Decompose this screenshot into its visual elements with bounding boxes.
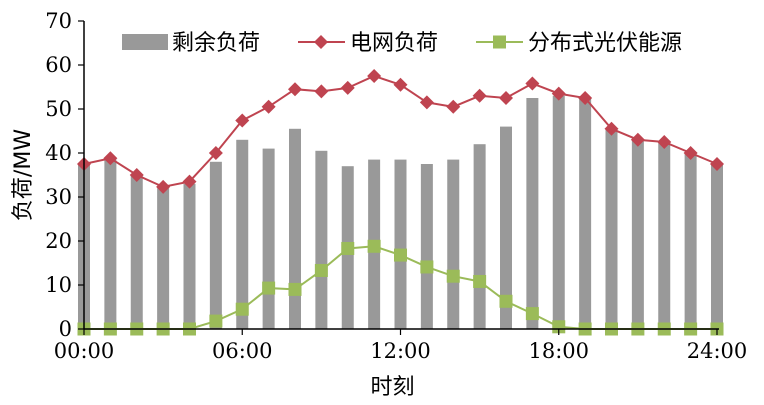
point-grid-load [314, 84, 329, 99]
point-grid-load [472, 88, 487, 103]
ticks-layer: 0 10 20 30 40 50 60 70 00:00 06:00 12:00 18:00 24:00 [45, 9, 747, 363]
x-tick-label: 00:00 [54, 339, 115, 363]
point-grid-load [288, 82, 302, 97]
bar-remaining-load [500, 126, 512, 329]
x-tick-label: 12:00 [370, 339, 431, 363]
y-tick-label: 20 [45, 229, 72, 253]
point-pv [209, 314, 223, 328]
point-grid-load [261, 99, 276, 114]
y-tick-label: 40 [45, 141, 72, 165]
legend-swatch-remaining-load [122, 34, 168, 50]
point-grid-load [103, 151, 118, 166]
point-grid-load [156, 179, 171, 194]
bar-remaining-load [631, 139, 644, 329]
legend-swatch-pv-marker [493, 35, 506, 49]
point-pv [367, 239, 381, 253]
bar-remaining-load [289, 128, 301, 329]
bar-remaining-load [579, 98, 592, 329]
legend: 剩余负荷 电网负荷 分布式光伏能源 [122, 31, 682, 56]
point-pv [525, 307, 539, 321]
y-tick-label: 0 [59, 317, 72, 341]
point-grid-load [235, 113, 250, 128]
bar-remaining-load [183, 183, 196, 329]
y-axis-label: 负荷/MW [11, 129, 36, 221]
point-grid-load [604, 121, 619, 136]
x-tick-label: 18:00 [528, 339, 589, 363]
x-tick-label: 24:00 [687, 339, 748, 363]
bar-remaining-load [262, 148, 275, 329]
point-pv [446, 269, 460, 283]
point-grid-load [208, 146, 223, 160]
bar-remaining-load [315, 150, 328, 329]
point-grid-load [182, 174, 197, 189]
bar-remaining-load [605, 128, 618, 329]
point-grid-load [525, 76, 540, 91]
bar-remaining-load [473, 144, 486, 329]
y-tick-label: 10 [45, 273, 72, 297]
bar-remaining-load [658, 142, 671, 329]
point-pv [420, 260, 434, 274]
bar-remaining-load [447, 159, 460, 329]
y-tick-label: 50 [45, 97, 72, 121]
x-tick-label: 06:00 [212, 339, 273, 363]
point-pv [499, 294, 513, 308]
bar-remaining-load [130, 175, 143, 329]
axes-layer [83, 21, 719, 330]
point-pv [314, 263, 328, 277]
point-pv [552, 320, 566, 334]
bar-remaining-load [526, 98, 539, 329]
y-tick-label: 30 [45, 185, 72, 209]
point-grid-load [710, 157, 724, 171]
y-tick-label: 60 [45, 53, 72, 77]
point-grid-load [578, 91, 593, 105]
bar-remaining-load [236, 139, 249, 329]
legend-label-pv: 分布式光伏能源 [528, 31, 682, 56]
bar-remaining-load [157, 188, 170, 329]
legend-label-grid-load: 电网负荷 [350, 31, 438, 56]
bar-remaining-load [209, 161, 222, 329]
point-grid-load [551, 86, 566, 101]
legend-swatch-grid-load-marker [314, 35, 328, 49]
point-pv [394, 248, 407, 262]
bar-remaining-load [552, 95, 565, 329]
bar-remaining-load [711, 164, 723, 329]
bar-remaining-load [684, 153, 697, 329]
point-pv [235, 302, 249, 316]
point-grid-load [683, 146, 698, 160]
point-grid-load [446, 99, 461, 114]
bar-remaining-load [394, 159, 407, 329]
bar-remaining-load [420, 164, 433, 329]
point-grid-load [367, 69, 382, 83]
legend-label-remaining-load: 剩余负荷 [172, 31, 260, 56]
point-grid-load [129, 168, 144, 182]
point-grid-load [340, 80, 355, 95]
point-pv [473, 274, 487, 288]
point-grid-load [499, 91, 513, 105]
point-grid-load [657, 135, 672, 149]
y-tick-label: 70 [45, 9, 72, 33]
bar-remaining-load [104, 159, 117, 329]
point-grid-load [630, 132, 645, 147]
point-grid-load [419, 95, 434, 110]
point-pv [262, 281, 276, 295]
point-pv [288, 282, 302, 296]
point-grid-load [393, 77, 408, 92]
bars-layer [78, 95, 723, 329]
x-axis-label: 时刻 [370, 375, 414, 400]
point-pv [341, 241, 355, 255]
